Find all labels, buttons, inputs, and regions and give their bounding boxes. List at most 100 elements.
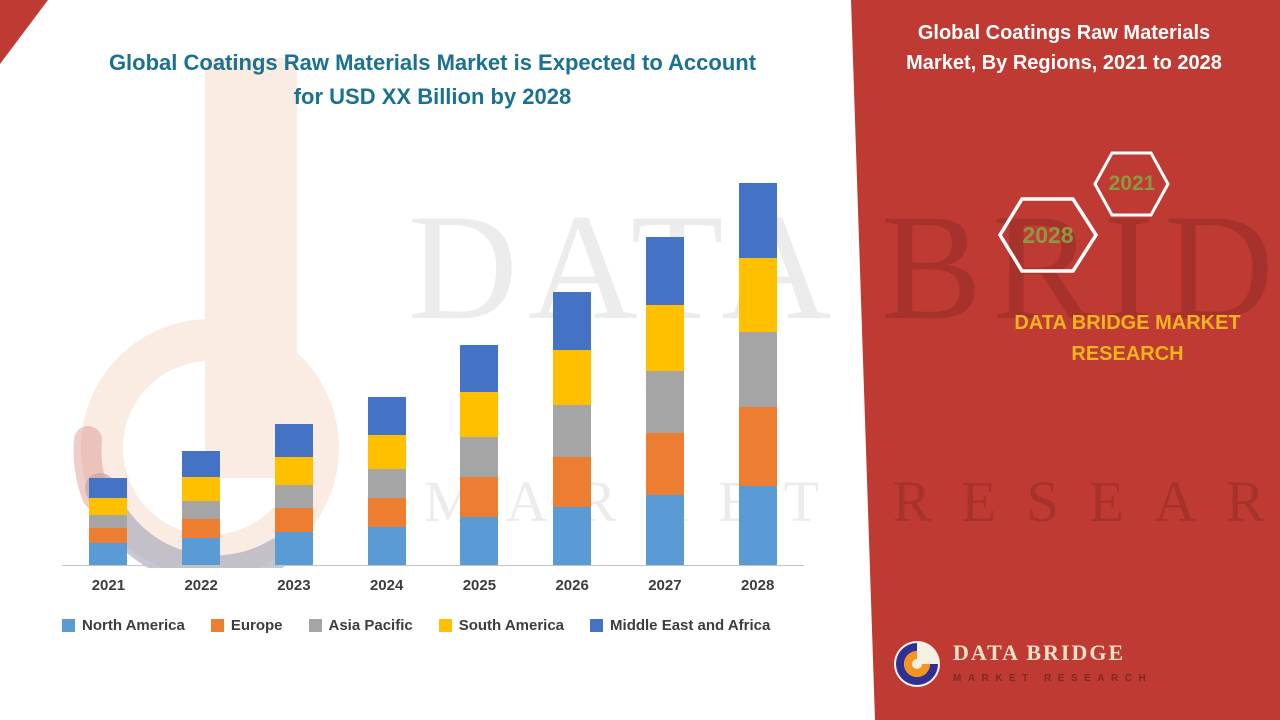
bar-segment-south-america (645, 305, 684, 371)
bar-column-2021 (62, 183, 155, 565)
bar-segment-south-america (89, 498, 128, 515)
year-badge-2028: 2028 (997, 196, 1099, 274)
bar-segment-middle-east-and-africa (182, 451, 221, 477)
stacked-bar-chart: 2021 2022 2023 2024 2025 2026 2027 2028 (62, 183, 804, 594)
bar-segment-europe (367, 498, 406, 527)
legend-swatch-south-america (438, 619, 452, 632)
legend-swatch-north-america (62, 619, 75, 632)
bar-segment-europe (460, 477, 499, 517)
x-axis-line (62, 565, 804, 566)
bar-segment-middle-east-and-africa (460, 345, 499, 392)
bar-column-2026 (526, 183, 619, 565)
bar-segment-south-america (738, 258, 777, 332)
legend-item-middle-east-africa: Middle East and Africa (590, 617, 770, 634)
watermark-text-line2-red: MARKET RESEARCH (424, 469, 1280, 534)
bar-segment-south-america (460, 392, 499, 437)
legend-item-south-america: South America (438, 617, 565, 634)
bar-segment-north-america (738, 486, 777, 565)
year-badge-2021: 2021 (1093, 150, 1171, 218)
bar-segment-asia-pacific (89, 515, 128, 528)
hexagon-outline-icon (1093, 151, 1170, 217)
x-axis-labels: 2021 2022 2023 2024 2025 2026 2027 2028 (62, 577, 804, 594)
bar-segment-asia-pacific (460, 437, 499, 477)
bar-segment-south-america (553, 350, 592, 405)
bar-segment-asia-pacific (738, 332, 777, 407)
x-axis-label-2022: 2022 (184, 577, 218, 594)
bar-column-2024 (340, 183, 433, 565)
bar-segment-europe (645, 433, 684, 495)
bar-segment-north-america (460, 517, 499, 565)
data-bridge-logo-icon (894, 641, 940, 687)
x-axis-label-2023: 2023 (277, 577, 311, 594)
chart-legend: North America Europe Asia Pacific South … (62, 617, 770, 634)
bar-segment-europe (182, 519, 221, 538)
bar-segment-middle-east-and-africa (738, 183, 777, 258)
bar-segment-south-america (367, 435, 406, 469)
bar-column-2022 (155, 183, 248, 565)
side-panel-title: Global Coatings Raw Materials Market, By… (858, 18, 1270, 78)
hexagon-outline-icon (997, 197, 1099, 273)
footer-logo-subtitle: MARKET RESEARCH (953, 673, 1153, 684)
stacked-bar-2025 (460, 345, 499, 565)
legend-label-south-america: South America (458, 617, 565, 634)
x-axis-label-2021: 2021 (91, 577, 126, 594)
stacked-bar-2027 (645, 237, 684, 565)
bar-segment-north-america (367, 527, 406, 565)
bar-segment-asia-pacific (274, 485, 313, 508)
bar-segment-europe (553, 457, 592, 507)
bar-segment-asia-pacific (367, 469, 406, 498)
year-badge-2028-label: 2028 (1022, 221, 1074, 248)
stacked-bar-2022 (182, 451, 221, 565)
bar-segment-asia-pacific (553, 405, 592, 457)
legend-swatch-europe (210, 619, 224, 632)
watermark-text-line1-red: DATA BRIDGE (408, 183, 1280, 351)
bar-segment-middle-east-and-africa (89, 478, 128, 498)
legend-label-middle-east-africa: Middle East and Africa (610, 617, 771, 634)
bar-segment-south-america (274, 457, 313, 485)
bar-segment-north-america (89, 543, 128, 565)
bar-column-2025 (433, 183, 526, 565)
legend-label-north-america: North America (82, 617, 185, 634)
bar-segment-europe (274, 508, 313, 532)
bar-segment-asia-pacific (645, 371, 684, 433)
bar-segment-middle-east-and-africa (645, 237, 684, 305)
legend-swatch-asia-pacific (308, 619, 322, 632)
x-axis-label-2025: 2025 (462, 577, 497, 594)
page-title: Global Coatings Raw Materials Market is … (60, 46, 805, 114)
bar-segment-middle-east-and-africa (274, 424, 313, 457)
stacked-bar-2024 (367, 397, 406, 565)
x-axis-label-2026: 2026 (555, 577, 589, 594)
bar-segment-asia-pacific (182, 501, 221, 519)
legend-swatch-middle-east-africa (590, 619, 604, 632)
x-axis-label-2027: 2027 (648, 577, 682, 594)
stacked-bar-2028 (738, 183, 777, 565)
bar-column-2023 (248, 183, 341, 565)
year-badge-2021-label: 2021 (1108, 172, 1156, 195)
x-axis-label-2024: 2024 (369, 577, 404, 594)
legend-item-europe: Europe (210, 617, 283, 634)
bars (62, 183, 804, 565)
bar-segment-north-america (645, 495, 684, 565)
bar-column-2028 (711, 183, 804, 565)
side-panel-title-line2: Market, By Regions, 2021 to 2028 (906, 52, 1222, 74)
bar-segment-europe (89, 528, 128, 543)
bar-segment-middle-east-and-africa (553, 292, 592, 350)
stacked-bar-2021 (89, 478, 128, 565)
legend-label-asia-pacific: Asia Pacific (328, 617, 413, 634)
footer-logo: DATA BRIDGE MARKET RESEARCH (893, 640, 1152, 688)
bar-column-2027 (619, 183, 712, 565)
brand-text: DATA BRIDGE MARKET RESEARCH (1014, 312, 1241, 365)
footer-logo-name: DATA BRIDGE (953, 640, 1126, 665)
page-title-line2: for USD XX Billion by 2028 (293, 84, 572, 110)
legend-item-north-america: North America (62, 617, 185, 634)
stacked-bar-2026 (553, 292, 592, 565)
x-axis-label-2028: 2028 (740, 577, 775, 594)
bar-segment-north-america (182, 538, 221, 565)
side-panel-title-line1: Global Coatings Raw Materials (917, 22, 1211, 44)
bar-segment-north-america (274, 532, 313, 565)
bar-segment-middle-east-and-africa (367, 397, 406, 435)
legend-item-asia-pacific: Asia Pacific (308, 617, 413, 634)
bar-segment-north-america (553, 507, 592, 565)
bar-segment-south-america (182, 477, 221, 501)
